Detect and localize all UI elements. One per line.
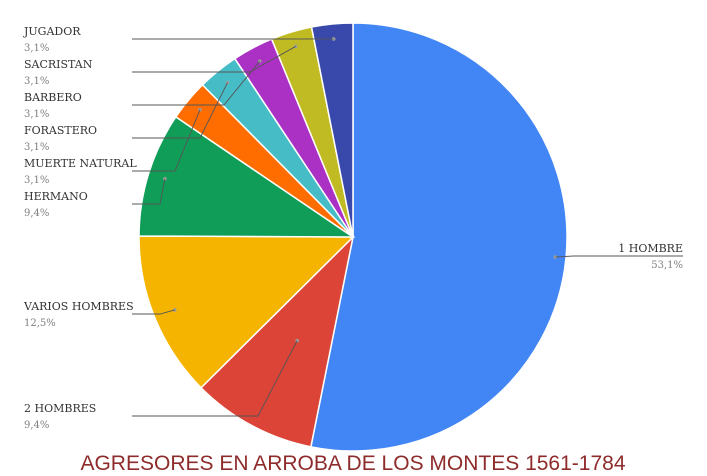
- slice-label-1-hombre: 1 HOMBRE: [618, 242, 683, 255]
- callout-line-forastero: [132, 82, 228, 139]
- callout-line-1-hombre: [555, 255, 683, 258]
- slice-value-2-hombres: 9,4%: [24, 420, 49, 431]
- callout-line-muerte-natural: [132, 109, 201, 172]
- callout-dot-muerte-natural: [198, 107, 202, 112]
- callout-line-varios-hombres: [132, 309, 175, 315]
- callout-line-sacristan: [132, 46, 296, 73]
- slice-label-hermano: HERMANO: [24, 190, 88, 203]
- callout-line-2-hombres: [132, 340, 298, 417]
- pie-slice-varios-hombres: [138, 235, 355, 389]
- slice-value-muerte-natural: 3,1%: [24, 175, 49, 186]
- callout-line-barbero: [132, 60, 261, 106]
- slice-label-forastero: FORASTERO: [24, 124, 97, 137]
- slice-value-hermano: 9,4%: [24, 208, 49, 219]
- slice-label-barbero: BARBERO: [24, 91, 82, 104]
- pie-slices: [138, 22, 568, 452]
- slice-value-jugador: 3,1%: [24, 43, 49, 54]
- slice-value-varios-hombres: 12,5%: [24, 318, 56, 329]
- slice-label-muerte-natural: MUERTE NATURAL: [24, 157, 137, 170]
- slice-value-sacristan: 3,1%: [24, 76, 49, 87]
- pie-slice-2-hombres: [200, 234, 355, 448]
- slice-label-sacristan: SACRISTAN: [24, 58, 93, 71]
- pie-slice-1-hombre: [309, 22, 568, 452]
- slice-value-forastero: 3,1%: [24, 142, 49, 153]
- pie-slice-hermano: [138, 115, 356, 238]
- callout-dot-sacristan: [293, 44, 298, 49]
- slice-label-varios-hombres: VARIOS HOMBRES: [23, 300, 134, 313]
- pie-callouts: 1 HOMBRE 53,1% 2 HOMBRES 9,4% VARIOS HOMBRES…: [23, 25, 683, 431]
- slice-label-jugador: JUGADOR: [23, 25, 81, 38]
- chart-title: AGRESORES EN ARROBA DE LOS MONTES 1561-1…: [80, 452, 625, 475]
- callout-dot-jugador: [331, 37, 336, 41]
- slice-label-2-hombres: 2 HOMBRES: [24, 402, 96, 415]
- callout-line-hermano: [132, 178, 166, 205]
- pie-slice-jugador: [310, 22, 354, 238]
- slice-value-1-hombre: 53,1%: [651, 260, 683, 271]
- slice-value-barbero: 3,1%: [24, 109, 49, 120]
